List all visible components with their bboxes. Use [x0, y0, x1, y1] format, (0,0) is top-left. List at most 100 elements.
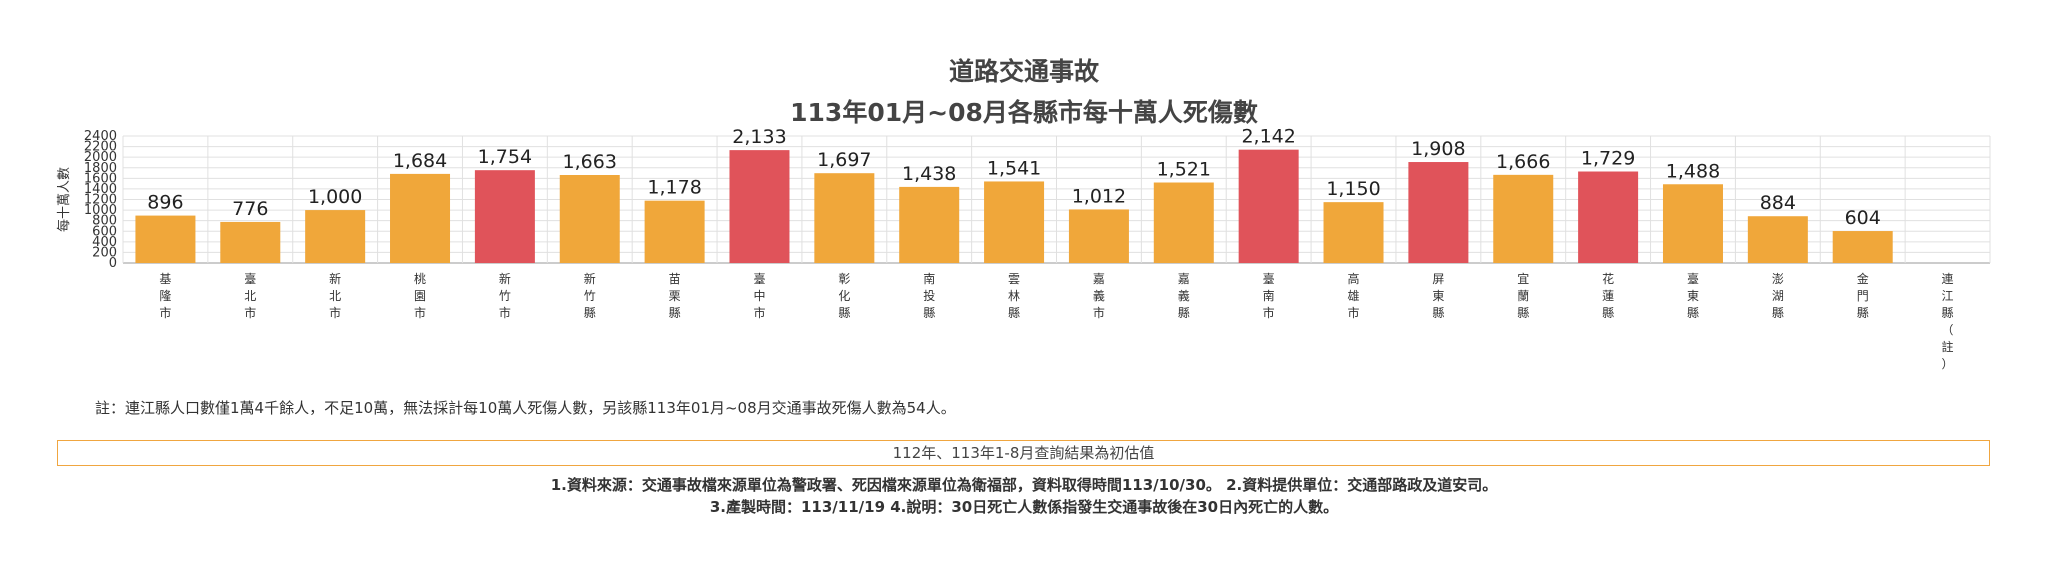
value-label: 1,438 — [902, 163, 956, 185]
x-tick-label: 臺 — [244, 271, 256, 286]
bar — [814, 173, 875, 263]
x-tick-label: 南 — [1263, 288, 1275, 303]
x-tick-label: 市 — [1348, 305, 1360, 320]
x-tick-label: 中 — [753, 288, 765, 303]
x-tick-label: 雄 — [1348, 288, 1360, 303]
x-tick-label: 市 — [1263, 305, 1275, 320]
bar — [899, 186, 960, 263]
x-tick-label: 縣 — [1008, 306, 1020, 320]
value-label: 896 — [147, 192, 183, 214]
x-tick-label: 花 — [1602, 271, 1614, 286]
value-label: 1,150 — [1326, 178, 1380, 200]
x-tick-label: 臺 — [1687, 271, 1699, 286]
value-label: 1,729 — [1581, 148, 1635, 170]
x-tick-label: 蘭 — [1517, 289, 1529, 303]
x-tick-label: （ — [1942, 323, 1954, 337]
value-label: 604 — [1845, 207, 1881, 229]
x-tick-label: 縣 — [1178, 306, 1190, 320]
x-tick-label: 北 — [244, 289, 256, 303]
y-tick-label: 0 — [109, 256, 117, 271]
value-label: 1,697 — [817, 149, 871, 171]
x-tick-label: 基 — [159, 272, 171, 286]
x-tick-label: 桃 — [414, 271, 426, 286]
value-label: 1,000 — [308, 186, 362, 208]
x-tick-label: 臺 — [1263, 271, 1275, 286]
x-tick-label: 縣 — [1942, 306, 1954, 320]
value-label: 884 — [1760, 192, 1796, 214]
bar — [1662, 184, 1723, 263]
bar — [729, 150, 790, 263]
bar — [1068, 209, 1129, 263]
value-labels: 896 776 1,000 1,684 1,754 1,663 1,178 2,133 1,69… — [147, 126, 1881, 229]
y-tick-label: 2000 — [84, 150, 117, 165]
x-tick-label: 市 — [753, 305, 765, 320]
bar — [1578, 171, 1639, 263]
x-tick-label: 投 — [923, 288, 935, 303]
estimate-banner: 112年、113年1-8月查詢結果為初估值 — [57, 440, 1990, 466]
x-tick-label: 市 — [499, 305, 511, 320]
value-label: 1,521 — [1157, 159, 1211, 181]
x-tick-label: 隆 — [159, 288, 171, 303]
x-tick-label: ） — [1942, 357, 1954, 371]
bar — [984, 181, 1045, 263]
bar — [135, 215, 196, 263]
x-tick-label: 東 — [1687, 289, 1699, 303]
x-tick-label: 縣 — [1517, 306, 1529, 320]
x-tick-label: 市 — [1093, 305, 1105, 320]
y-tick-label: 800 — [92, 214, 117, 229]
footnote: 註：連江縣人口數僅1萬4千餘人，不足10萬，無法採計每10萬人死傷人數，另該縣1… — [95, 399, 956, 417]
x-tick-label: 澎 — [1772, 272, 1784, 286]
value-label: 2,133 — [732, 126, 786, 148]
y-tick-label: 400 — [92, 235, 117, 250]
x-axis-ticks: 基隆市臺北市新北市桃園市新竹市新竹縣苗栗縣臺中市彰化縣南投縣雲林縣嘉義市嘉義縣臺… — [159, 271, 1953, 371]
bar — [1493, 174, 1554, 263]
source-note-line2: 3.產製時間：113/11/19 4.說明：30日死亡人數係指發生交通事故後在3… — [709, 498, 1339, 516]
bar — [220, 221, 281, 263]
x-tick-label: 宜 — [1517, 271, 1529, 286]
bar — [1153, 182, 1214, 263]
bars — [135, 149, 1893, 263]
y-tick-label: 1800 — [84, 161, 117, 176]
y-axis-ticks: 0200400600800100012001400160018002000220… — [84, 129, 117, 271]
x-tick-label: 縣 — [1857, 306, 1869, 320]
bar — [1408, 162, 1469, 263]
x-tick-label: 縣 — [923, 306, 935, 320]
y-axis-label: 每十萬人數 — [56, 167, 72, 232]
bar — [644, 200, 705, 263]
chart-title: 道路交通事故 — [948, 57, 1099, 86]
value-label: 1,541 — [987, 157, 1041, 179]
x-tick-label: 栗 — [669, 289, 681, 303]
x-tick-label: 市 — [414, 305, 426, 320]
y-tick-label: 600 — [92, 224, 117, 239]
y-tick-label: 1400 — [84, 182, 117, 197]
x-tick-label: 北 — [329, 289, 341, 303]
x-tick-label: 蓮 — [1602, 289, 1614, 303]
y-tick-label: 1200 — [84, 193, 117, 208]
y-tick-label: 2200 — [84, 140, 117, 155]
bar — [1747, 216, 1808, 263]
x-tick-label: 新 — [499, 271, 511, 286]
value-label: 2,142 — [1241, 126, 1295, 148]
x-tick-label: 金 — [1857, 271, 1869, 286]
value-label: 1,684 — [393, 150, 447, 172]
y-tick-label: 1600 — [84, 171, 117, 186]
x-tick-label: 市 — [244, 305, 256, 320]
value-label: 1,908 — [1411, 138, 1465, 160]
y-tick-label: 2400 — [84, 129, 117, 144]
value-label: 1,754 — [478, 146, 532, 168]
x-tick-label: 市 — [159, 305, 171, 320]
x-tick-label: 縣 — [1772, 306, 1784, 320]
x-tick-label: 義 — [1178, 288, 1190, 303]
x-tick-label: 南 — [923, 271, 935, 286]
value-label: 1,666 — [1496, 151, 1550, 173]
bar — [1323, 202, 1384, 263]
x-tick-label: 苗 — [669, 272, 681, 286]
bar — [1238, 149, 1299, 263]
value-label: 776 — [232, 198, 268, 220]
x-tick-label: 臺 — [753, 271, 765, 286]
x-tick-label: 湖 — [1772, 288, 1784, 303]
x-tick-label: 新 — [584, 271, 596, 286]
x-tick-label: 縣 — [1602, 306, 1614, 320]
x-tick-label: 縣 — [1687, 306, 1699, 320]
x-tick-label: 嘉 — [1178, 272, 1190, 286]
